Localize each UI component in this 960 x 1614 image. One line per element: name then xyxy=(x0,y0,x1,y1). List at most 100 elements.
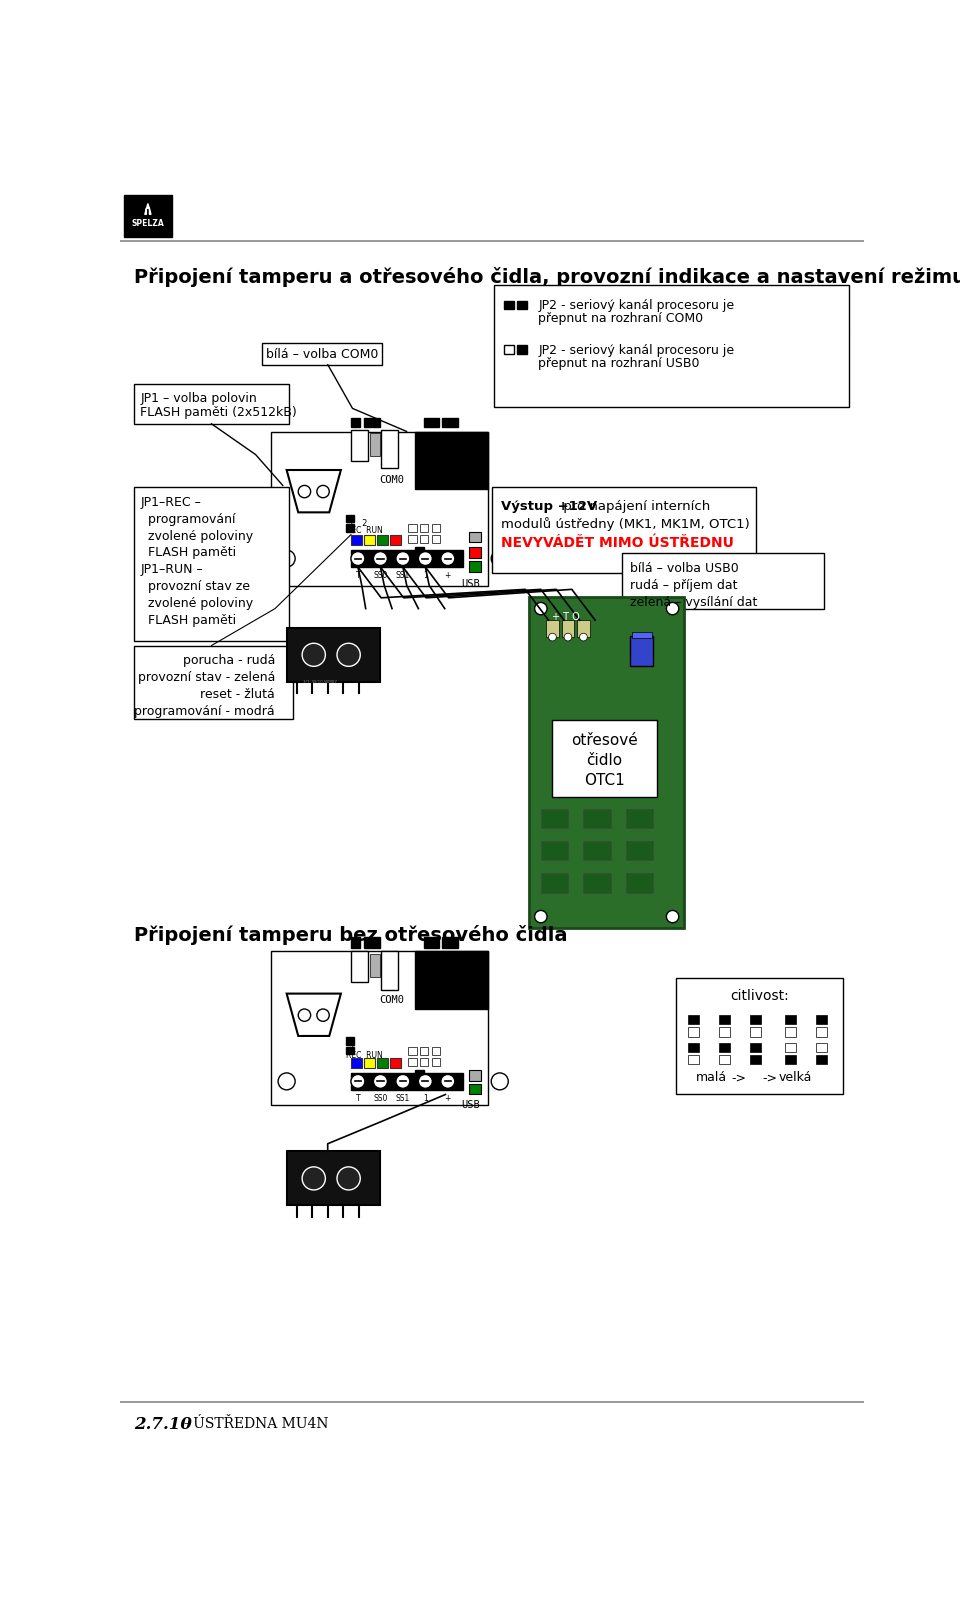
Text: přepnut na rozhraní USB0: přepnut na rozhraní USB0 xyxy=(539,357,700,370)
Bar xyxy=(347,525,354,533)
Bar xyxy=(134,646,293,720)
Bar xyxy=(364,938,379,949)
Bar xyxy=(364,1057,375,1068)
Bar xyxy=(552,721,657,797)
Bar xyxy=(271,952,488,1106)
Text: 1: 1 xyxy=(423,1093,428,1102)
Bar xyxy=(540,873,568,893)
Text: velká: velká xyxy=(779,1070,812,1083)
Text: +: + xyxy=(444,1093,451,1102)
Text: SS0: SS0 xyxy=(373,1093,388,1102)
Bar xyxy=(750,1043,761,1052)
Circle shape xyxy=(302,644,325,667)
Text: porucha - rudá: porucha - rudá xyxy=(182,654,275,667)
Text: USB: USB xyxy=(461,1099,480,1109)
Text: malá: malá xyxy=(696,1070,727,1083)
Circle shape xyxy=(419,552,432,567)
Bar xyxy=(504,302,515,310)
Bar xyxy=(377,1057,388,1068)
Bar xyxy=(364,418,379,428)
Text: zvolené poloviny: zvolené poloviny xyxy=(140,597,253,610)
Text: přepnut na rozhraní COM0: přepnut na rozhraní COM0 xyxy=(539,312,704,324)
Circle shape xyxy=(396,552,410,567)
Circle shape xyxy=(535,604,547,615)
Text: T: T xyxy=(355,1093,360,1102)
Bar xyxy=(391,1057,401,1068)
Circle shape xyxy=(302,1167,325,1190)
Bar xyxy=(134,384,289,424)
Bar xyxy=(785,1056,796,1065)
Text: zelená – vysílání dat: zelená – vysílání dat xyxy=(630,596,757,608)
Bar xyxy=(351,952,368,983)
Circle shape xyxy=(337,1167,360,1190)
Bar xyxy=(626,841,653,860)
Circle shape xyxy=(564,634,572,641)
Bar xyxy=(468,562,481,573)
Bar xyxy=(584,809,611,828)
Circle shape xyxy=(299,1009,311,1022)
Text: pro napájení interních: pro napájení interních xyxy=(560,500,710,513)
Bar xyxy=(750,1015,761,1025)
Circle shape xyxy=(580,634,588,641)
Bar xyxy=(516,345,527,355)
Bar xyxy=(443,938,458,949)
Text: ->: -> xyxy=(731,1070,746,1083)
Text: REC  RUN: REC RUN xyxy=(346,1051,382,1059)
Circle shape xyxy=(317,1009,329,1022)
Text: SS1: SS1 xyxy=(396,571,410,579)
Text: 1: 1 xyxy=(349,1043,354,1051)
Circle shape xyxy=(492,550,508,568)
Bar xyxy=(785,1043,796,1052)
Bar xyxy=(688,1056,699,1065)
Bar xyxy=(688,1015,699,1025)
Bar xyxy=(408,536,417,544)
Bar xyxy=(351,550,464,568)
Circle shape xyxy=(548,634,557,641)
Bar xyxy=(408,1047,417,1056)
Bar xyxy=(493,286,849,408)
Bar xyxy=(287,1152,379,1206)
Bar xyxy=(370,434,380,457)
Bar xyxy=(351,431,368,462)
Text: USB: USB xyxy=(461,578,480,589)
Text: FLASH paměti (2x512kB): FLASH paměti (2x512kB) xyxy=(140,407,297,420)
Text: bílá – volba COM0: bílá – volba COM0 xyxy=(266,349,378,362)
Text: programování: programování xyxy=(140,512,235,525)
Text: 1   2: 1 2 xyxy=(349,518,368,528)
Bar xyxy=(750,1056,761,1065)
Bar xyxy=(546,621,559,638)
Bar xyxy=(415,952,488,1009)
Bar xyxy=(504,345,515,355)
Text: zvolené poloviny: zvolené poloviny xyxy=(140,529,253,542)
Bar xyxy=(347,1038,354,1046)
Bar xyxy=(423,938,440,949)
Text: FLASH paměti: FLASH paměti xyxy=(140,546,236,558)
Bar xyxy=(423,418,440,428)
Circle shape xyxy=(666,910,679,923)
Text: reset - žlutá: reset - žlutá xyxy=(201,688,275,700)
Text: Připojení tamperu bez otřesového čidla: Připojení tamperu bez otřesového čidla xyxy=(134,925,567,944)
Text: SS0: SS0 xyxy=(373,571,388,579)
Bar xyxy=(540,841,568,860)
Bar xyxy=(688,1043,699,1052)
Text: ->: -> xyxy=(762,1070,777,1083)
Bar xyxy=(381,952,398,989)
Text: OTC1: OTC1 xyxy=(584,773,625,788)
Bar xyxy=(432,1057,440,1067)
Text: provozní stav ze: provozní stav ze xyxy=(140,579,251,592)
Circle shape xyxy=(441,552,455,567)
Bar xyxy=(816,1015,827,1025)
Circle shape xyxy=(396,1075,410,1088)
Circle shape xyxy=(351,1075,365,1088)
Circle shape xyxy=(666,604,679,615)
Bar xyxy=(443,418,458,428)
Bar xyxy=(432,525,440,533)
Bar xyxy=(719,1015,730,1025)
Bar xyxy=(577,621,589,638)
Circle shape xyxy=(278,1073,295,1089)
Text: programování - modrá: programování - modrá xyxy=(134,705,275,718)
Bar xyxy=(622,554,824,608)
Text: otřesové: otřesové xyxy=(571,733,637,747)
Bar xyxy=(468,1085,481,1094)
Text: 3/7  W/10-WM07: 3/7 W/10-WM07 xyxy=(303,679,337,684)
